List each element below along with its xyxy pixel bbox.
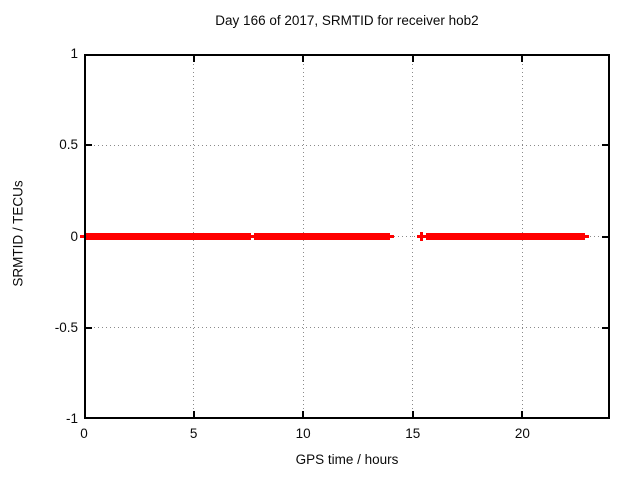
x-tick-label: 5 [189, 426, 198, 441]
y-tick-mark [86, 144, 92, 147]
y-gridline [86, 327, 608, 329]
x-tick-mark [521, 411, 524, 417]
x-tick-mark [302, 411, 305, 417]
x-tick-label: 10 [295, 426, 311, 441]
y-gridline [86, 144, 608, 146]
x-tick-mark [411, 411, 414, 417]
x-tick-label: 20 [514, 426, 530, 441]
data-segment [84, 233, 251, 240]
x-tick-mark-top [302, 56, 305, 62]
x-tick-mark-top [521, 56, 524, 62]
data-segment [425, 233, 585, 240]
y-tick-mark-right [602, 235, 608, 238]
x-tick-label: 0 [80, 426, 88, 441]
plot-area [80, 54, 610, 419]
x-axis-label: GPS time / hours [295, 452, 399, 467]
y-tick-mark-right [602, 326, 608, 329]
x-tick-mark [192, 411, 195, 417]
x-tick-mark-top [411, 56, 414, 62]
data-point-plus-vertical [420, 232, 424, 241]
y-tick-label: 0.5 [59, 137, 78, 153]
chart-title: Day 166 of 2017, SRMTID for receiver hob… [215, 13, 479, 28]
data-segment [253, 233, 390, 240]
y-tick-mark [86, 326, 92, 329]
x-tick-label: 15 [405, 426, 421, 441]
y-tick-label: 1 [70, 46, 78, 61]
y-tick-label: -0.5 [54, 319, 78, 335]
y-tick-label: -1 [65, 411, 78, 426]
x-tick-mark-top [192, 56, 195, 62]
y-tick-mark-right [602, 144, 608, 147]
y-tick-label: 0 [70, 228, 78, 244]
